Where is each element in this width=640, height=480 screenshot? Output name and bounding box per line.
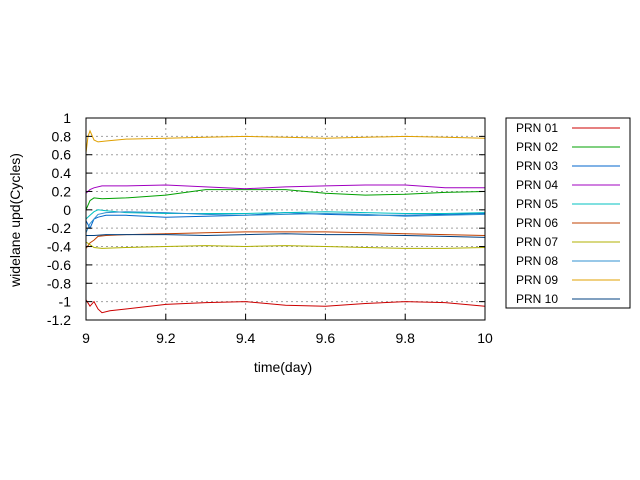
legend-label: PRN 06 xyxy=(516,216,558,230)
y-tick-label: -0.4 xyxy=(47,239,71,255)
legend-box xyxy=(505,117,631,309)
y-tick-label: 0.4 xyxy=(52,165,72,181)
series-line-prn-01 xyxy=(85,299,486,314)
y-tick-label: -1.2 xyxy=(47,312,71,328)
legend-label: PRN 07 xyxy=(516,235,558,249)
series-line-prn-06 xyxy=(85,231,486,249)
x-tick-label: 9.4 xyxy=(236,330,256,346)
x-tick-label: 9.6 xyxy=(316,330,336,346)
legend-label: PRN 03 xyxy=(516,159,558,173)
y-tick-label: 1 xyxy=(63,110,71,126)
series-line-prn-08 xyxy=(85,211,486,233)
legend-label: PRN 05 xyxy=(516,197,558,211)
legend: PRN 01 PRN 02 PRN 03 PRN 04 PRN 05 PRN 06 PRN … xyxy=(505,117,631,309)
series-line-prn-03 xyxy=(85,212,486,230)
axis-ticks: 1 0.8 0.6 0.4 0.2 0 -0.2 -0.4 -0.6 -0.8 -1 -1.2 9 9.2… xyxy=(47,110,493,346)
legend-label: PRN 08 xyxy=(516,254,558,268)
series-line-prn-10 xyxy=(86,233,486,238)
grid-lines xyxy=(86,118,485,320)
y-tick-label: -0.8 xyxy=(47,275,71,291)
y-tick-label: 0.6 xyxy=(52,147,72,163)
legend-label: PRN 04 xyxy=(516,178,558,192)
x-tick-label: 9.8 xyxy=(395,330,415,346)
x-tick-label: 10 xyxy=(477,330,493,346)
y-tick-label: -0.2 xyxy=(47,220,71,236)
series-line-prn-07 xyxy=(85,241,486,249)
y-tick-label: -0.6 xyxy=(47,257,71,273)
series-line-prn-04 xyxy=(85,184,485,194)
series-lines xyxy=(85,129,486,314)
x-tick-label: 9.2 xyxy=(156,330,176,346)
legend-label: PRN 10 xyxy=(516,292,558,306)
y-tick-label: 0.8 xyxy=(52,128,72,144)
y-tick-label: -1 xyxy=(59,294,72,310)
y-tick-label: 0 xyxy=(63,202,71,218)
x-tick-label: 9 xyxy=(82,330,90,346)
legend-label: PRN 01 xyxy=(516,121,558,135)
legend-label: PRN 02 xyxy=(516,140,558,154)
series-line-prn-02 xyxy=(85,189,486,210)
plot-frame xyxy=(85,117,486,321)
series-line-prn-05 xyxy=(85,209,486,220)
series-line-prn-09 xyxy=(85,129,486,153)
y-axis-label: widelane upd(Cycles) xyxy=(7,153,23,288)
legend-label: PRN 09 xyxy=(516,273,558,287)
x-axis-label: time(day) xyxy=(254,359,312,375)
y-tick-label: 0.2 xyxy=(52,183,72,199)
